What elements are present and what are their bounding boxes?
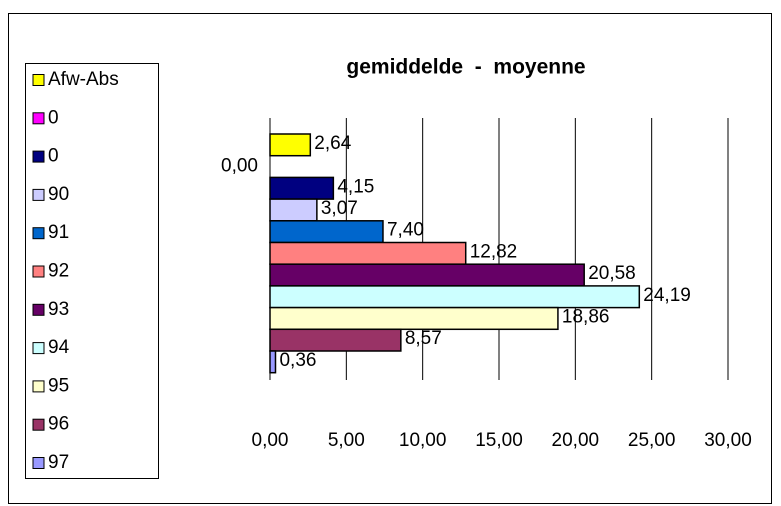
legend-label: 94 — [48, 337, 70, 358]
x-tick-label: 5,00 — [328, 430, 365, 451]
legend-label: 0 — [48, 146, 59, 167]
value-label: 24,19 — [643, 285, 691, 306]
legend-label: 92 — [48, 261, 69, 282]
legend-label: 97 — [48, 452, 69, 473]
value-label: 20,58 — [588, 263, 636, 284]
x-tick-label: 0,00 — [252, 430, 289, 451]
x-tick-label: 30,00 — [704, 430, 752, 451]
value-label: 0,00 — [221, 156, 258, 177]
bar — [269, 220, 384, 244]
x-tick-label: 10,00 — [399, 430, 447, 451]
value-label: 8,57 — [405, 328, 442, 349]
legend-swatch — [32, 112, 45, 125]
value-label: 4,15 — [337, 176, 374, 197]
legend-swatch — [32, 227, 45, 240]
bar — [269, 350, 277, 374]
bar — [269, 198, 318, 222]
legend-swatch — [32, 380, 45, 393]
value-label: 12,82 — [470, 241, 518, 262]
bar — [269, 241, 467, 265]
legend-label: 0 — [48, 107, 59, 128]
legend-label: 96 — [48, 414, 69, 435]
legend-swatch — [32, 150, 45, 163]
legend-swatch — [32, 188, 45, 201]
legend-swatch — [32, 342, 45, 355]
value-label: 3,07 — [321, 198, 358, 219]
chart-title: gemiddelde - moyenne — [346, 56, 585, 79]
legend-swatch — [32, 74, 45, 86]
x-tick-label: 20,00 — [552, 430, 600, 451]
legend-label: 90 — [48, 184, 69, 205]
bar — [269, 306, 559, 331]
value-label: 2,64 — [314, 133, 351, 154]
bar — [269, 176, 335, 200]
legend-swatch — [32, 265, 45, 278]
bar — [269, 285, 641, 309]
legend-swatch — [32, 457, 45, 469]
x-tick-label: 15,00 — [475, 430, 523, 451]
legend-label: 95 — [48, 375, 69, 396]
bar — [269, 328, 402, 352]
legend-label: Afw-Abs — [48, 69, 119, 90]
bar — [269, 133, 312, 157]
bar — [269, 263, 585, 287]
legend-swatch — [32, 418, 45, 431]
value-label: 18,86 — [562, 306, 610, 327]
legend-box — [25, 63, 159, 479]
value-label: 0,36 — [279, 350, 316, 371]
x-tick-label: 25,00 — [628, 430, 676, 451]
legend-label: 91 — [48, 222, 69, 243]
legend-label: 93 — [48, 299, 69, 320]
value-label: 7,40 — [387, 220, 424, 241]
legend-swatch — [32, 303, 45, 316]
